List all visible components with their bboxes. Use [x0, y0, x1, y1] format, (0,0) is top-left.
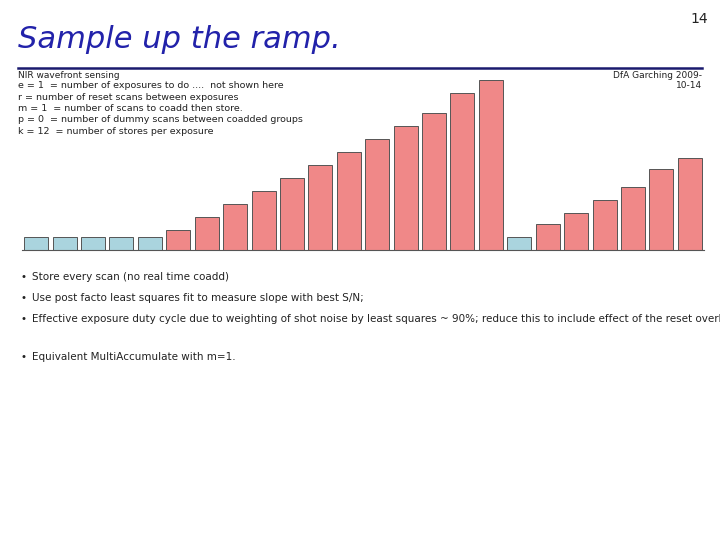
Bar — [508, 237, 531, 250]
Text: m = 1  = number of scans to coadd then store.: m = 1 = number of scans to coadd then st… — [18, 104, 243, 113]
Bar — [451, 93, 474, 250]
Text: •: • — [20, 314, 26, 324]
Bar — [365, 139, 390, 250]
Bar — [194, 217, 219, 250]
Text: Store every scan (no real time coadd): Store every scan (no real time coadd) — [32, 272, 229, 282]
Bar — [24, 237, 48, 250]
Bar — [621, 187, 645, 250]
Bar — [678, 158, 702, 250]
Bar — [308, 165, 333, 250]
Text: •: • — [20, 293, 26, 303]
Bar — [280, 178, 304, 250]
Text: NIR wavefront sensing: NIR wavefront sensing — [18, 71, 120, 80]
Text: 14: 14 — [690, 12, 708, 26]
Bar — [138, 237, 162, 250]
Text: Use post facto least squares fit to measure slope with best S/N;: Use post facto least squares fit to meas… — [32, 293, 364, 303]
Bar — [337, 152, 361, 250]
Bar — [536, 224, 559, 250]
Bar — [394, 126, 418, 250]
Bar — [251, 191, 276, 250]
Bar — [81, 237, 105, 250]
Text: •: • — [20, 352, 26, 362]
Bar — [166, 231, 190, 250]
Text: e = 1  = number of exposures to do ....  not shown here: e = 1 = number of exposures to do .... n… — [18, 81, 284, 90]
Bar — [422, 113, 446, 250]
Text: p = 0  = number of dummy scans between coadded groups: p = 0 = number of dummy scans between co… — [18, 116, 303, 125]
Text: Effective exposure duty cycle due to weighting of shot noise by least squares ~ : Effective exposure duty cycle due to wei… — [32, 314, 720, 324]
Text: Sample up the ramp.: Sample up the ramp. — [18, 25, 341, 54]
Bar — [593, 200, 616, 250]
Text: k = 12  = number of stores per exposure: k = 12 = number of stores per exposure — [18, 127, 214, 136]
Text: Equivalent MultiAccumulate with m=1.: Equivalent MultiAccumulate with m=1. — [32, 352, 235, 362]
Text: DfA Garching 2009-
10-14: DfA Garching 2009- 10-14 — [613, 71, 702, 90]
Bar — [479, 80, 503, 250]
Bar — [53, 237, 76, 250]
Bar — [649, 169, 673, 250]
Bar — [564, 213, 588, 250]
Text: •: • — [20, 272, 26, 282]
Bar — [223, 204, 247, 250]
Bar — [109, 237, 133, 250]
Text: r = number of reset scans between exposures: r = number of reset scans between exposu… — [18, 92, 238, 102]
